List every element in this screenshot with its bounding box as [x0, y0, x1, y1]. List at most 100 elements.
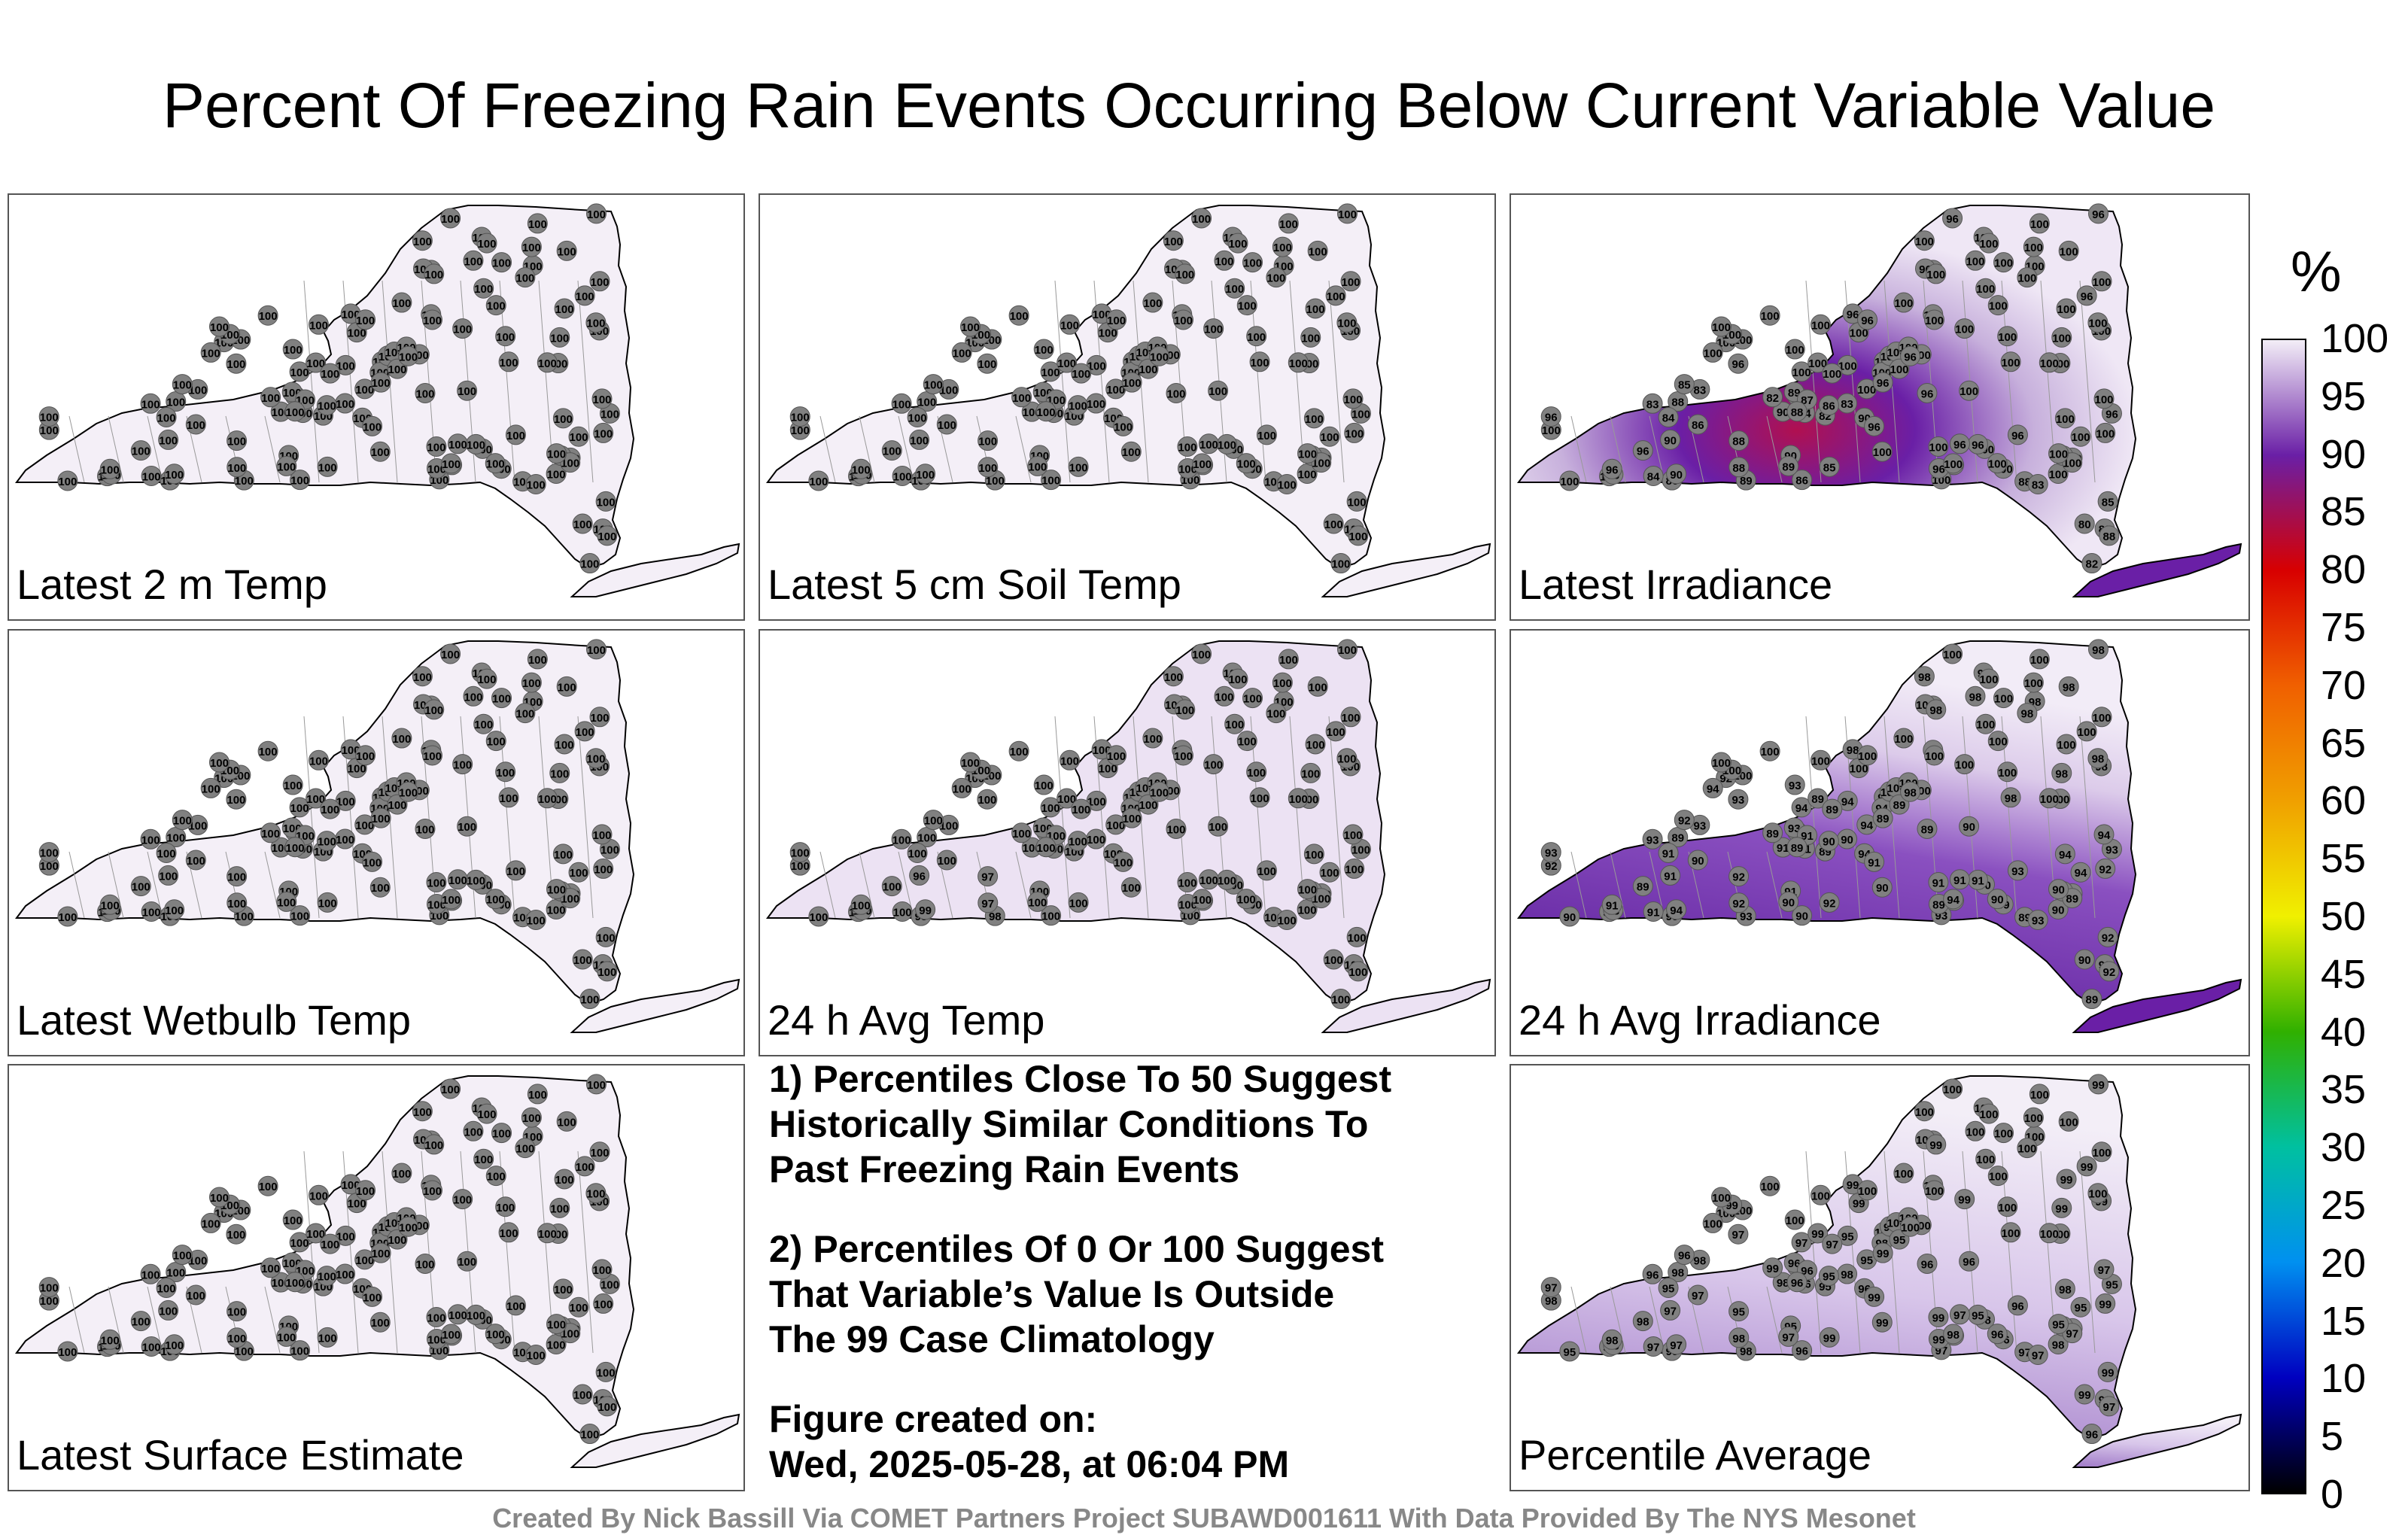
panel-label: Latest Irradiance: [1519, 561, 1833, 608]
svg-text:83: 83: [2032, 479, 2045, 491]
svg-text:100: 100: [306, 357, 325, 370]
svg-text:100: 100: [555, 303, 574, 316]
svg-text:100: 100: [977, 794, 996, 807]
svg-text:100: 100: [522, 1112, 541, 1125]
svg-text:100: 100: [202, 347, 220, 360]
svg-text:100: 100: [1215, 255, 1233, 268]
svg-text:100: 100: [1123, 813, 1142, 825]
svg-text:100: 100: [336, 1230, 355, 1243]
svg-text:91: 91: [1932, 877, 1945, 890]
colorbar-tick-label: 25: [2321, 1183, 2367, 1228]
svg-text:89: 89: [1893, 799, 1906, 812]
svg-text:100: 100: [1069, 897, 1088, 910]
svg-text:99: 99: [1868, 1291, 1880, 1304]
svg-text:100: 100: [227, 1229, 245, 1242]
svg-text:100: 100: [1998, 1202, 2017, 1214]
credit-line: Created By Nick Bassill Via COMET Partne…: [492, 1503, 1916, 1533]
svg-text:100: 100: [1309, 245, 1327, 258]
svg-text:100: 100: [166, 1267, 185, 1280]
svg-text:100: 100: [277, 1331, 296, 1344]
svg-text:100: 100: [188, 1254, 207, 1267]
svg-text:89: 89: [2066, 893, 2078, 906]
svg-text:89: 89: [1766, 828, 1779, 840]
svg-text:100: 100: [1305, 413, 1324, 426]
svg-text:100: 100: [1955, 324, 1974, 336]
svg-text:88: 88: [1732, 436, 1745, 448]
svg-text:100: 100: [1057, 357, 1076, 370]
svg-text:100: 100: [550, 1202, 569, 1215]
svg-text:100: 100: [600, 1278, 619, 1291]
svg-text:100: 100: [1175, 269, 1194, 281]
svg-text:99: 99: [1932, 1333, 1945, 1346]
svg-text:98: 98: [2055, 768, 2068, 780]
svg-text:100: 100: [477, 1108, 496, 1121]
svg-text:100: 100: [1343, 394, 1362, 406]
svg-text:100: 100: [1192, 649, 1211, 661]
svg-text:97: 97: [2102, 1401, 2115, 1414]
svg-text:100: 100: [550, 332, 569, 345]
svg-text:100: 100: [1178, 463, 1197, 476]
svg-text:99: 99: [1877, 1248, 1890, 1260]
svg-text:96: 96: [1801, 1265, 1814, 1278]
panel-label: Percentile Average: [1519, 1431, 1872, 1479]
svg-text:100: 100: [1925, 750, 1944, 763]
svg-text:100: 100: [2092, 276, 2111, 289]
svg-text:100: 100: [399, 351, 418, 363]
svg-text:97: 97: [1782, 1331, 1795, 1344]
svg-text:100: 100: [227, 358, 245, 371]
svg-text:93: 93: [1789, 780, 1801, 792]
svg-text:100: 100: [1238, 736, 1257, 749]
svg-text:100: 100: [101, 464, 120, 476]
svg-text:99: 99: [1876, 1317, 1889, 1330]
svg-text:100: 100: [1348, 966, 1367, 979]
svg-text:100: 100: [1178, 898, 1197, 911]
svg-text:100: 100: [573, 518, 592, 531]
svg-text:100: 100: [554, 413, 573, 426]
svg-text:100: 100: [1894, 297, 1913, 310]
svg-text:100: 100: [1251, 792, 1269, 805]
svg-text:100: 100: [500, 792, 518, 805]
svg-text:100: 100: [554, 849, 573, 862]
svg-text:96: 96: [1791, 1277, 1804, 1290]
svg-text:100: 100: [2040, 357, 2059, 370]
svg-text:100: 100: [336, 360, 355, 372]
panel-label: Latest Surface Estimate: [17, 1431, 464, 1479]
svg-text:100: 100: [953, 783, 971, 795]
svg-text:100: 100: [1204, 324, 1223, 336]
svg-text:100: 100: [1929, 442, 1947, 454]
svg-text:100: 100: [1351, 843, 1370, 856]
colorbar-tick-label: 60: [2321, 778, 2367, 824]
svg-text:100: 100: [284, 344, 303, 357]
state-map: 1001001001001001001001001001001001001001…: [766, 203, 1491, 597]
svg-text:96: 96: [1646, 1269, 1659, 1281]
svg-text:100: 100: [1143, 297, 1162, 310]
svg-text:100: 100: [1338, 644, 1357, 657]
svg-text:100: 100: [569, 431, 588, 444]
svg-text:100: 100: [1175, 704, 1194, 717]
svg-text:100: 100: [372, 813, 391, 825]
panel-24h-avg-temp: 100 100 100 100 100 100 100 100 100 100 100 100 100 1…: [759, 629, 1496, 1056]
svg-text:100: 100: [1351, 408, 1370, 421]
svg-text:98: 98: [1841, 1269, 1853, 1281]
svg-text:100: 100: [1139, 799, 1158, 812]
svg-text:100: 100: [1320, 431, 1339, 444]
svg-text:100: 100: [527, 914, 546, 927]
svg-text:100: 100: [1966, 255, 1984, 268]
svg-text:100: 100: [415, 823, 434, 836]
state-map: 1001001001001001001001001001001001001001…: [766, 639, 1491, 1033]
svg-text:100: 100: [227, 794, 245, 807]
svg-text:100: 100: [506, 865, 525, 878]
svg-text:100: 100: [2030, 1089, 2049, 1102]
station-markers: 9596100100100959610098100991001009899999…: [1540, 1074, 2122, 1445]
svg-text:92: 92: [2099, 863, 2112, 876]
svg-text:100: 100: [336, 834, 354, 847]
panel-label: Latest Wetbulb Temp: [17, 996, 412, 1044]
svg-text:100: 100: [355, 819, 374, 832]
svg-text:100: 100: [587, 644, 606, 657]
svg-text:90: 90: [1670, 469, 1683, 482]
svg-text:100: 100: [1028, 896, 1047, 909]
svg-text:100: 100: [1035, 780, 1054, 792]
svg-text:96: 96: [1904, 351, 1917, 363]
svg-text:100: 100: [892, 834, 911, 847]
svg-text:85: 85: [1823, 461, 1836, 474]
